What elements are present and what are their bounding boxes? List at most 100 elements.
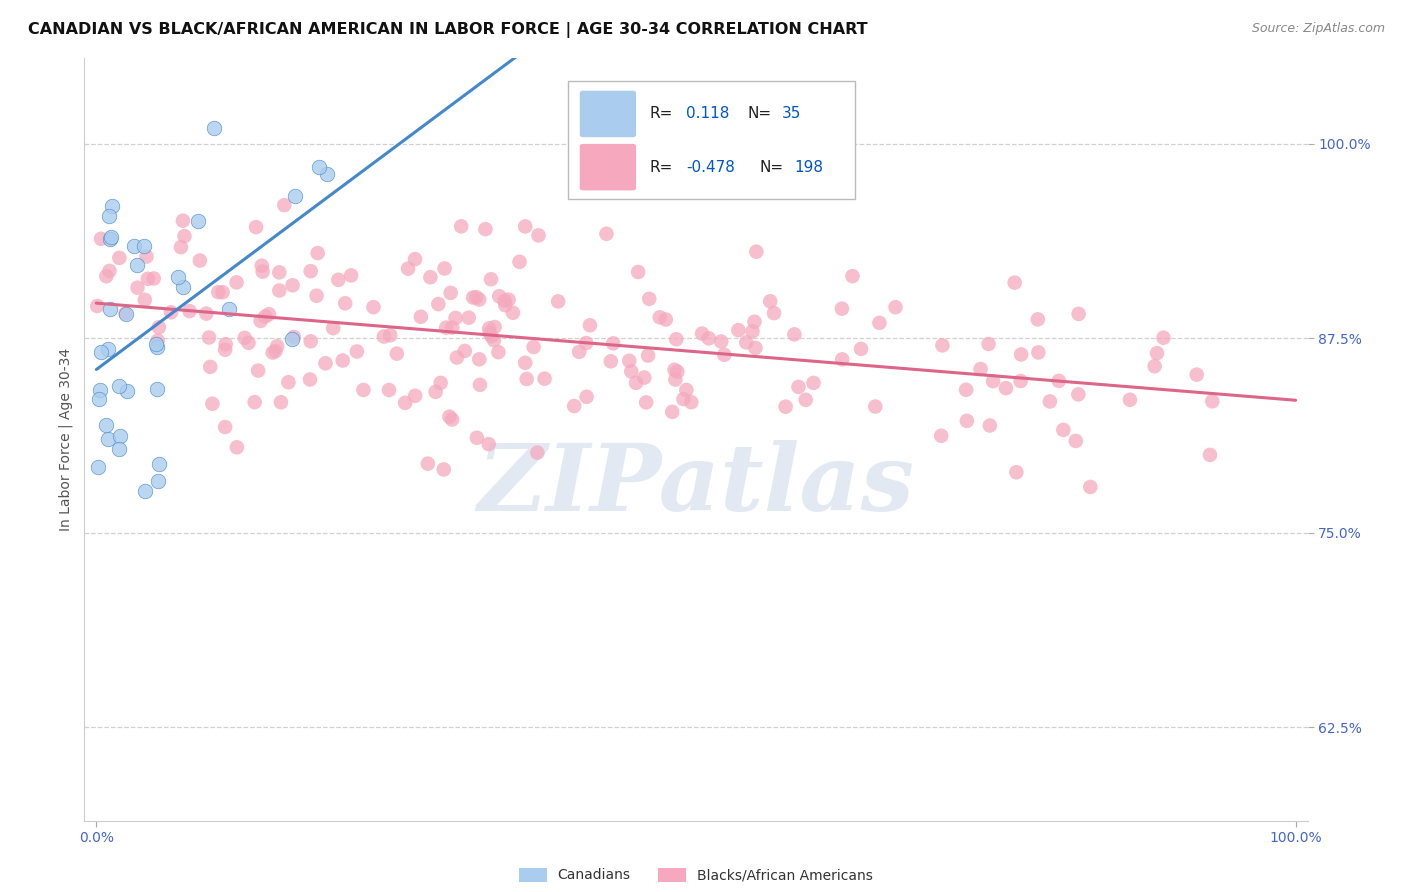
Text: ZIPatlas: ZIPatlas [478,440,914,530]
Point [404,252,426,267]
Point [461,291,484,305]
Point [87,459,110,474]
Text: Source: ZipAtlas.com: Source: ZipAtlas.com [1251,22,1385,36]
Point [96,342,118,356]
Point [494,293,516,308]
Point [385,346,408,360]
Point [254,310,277,324]
Point [468,377,491,392]
Point [211,285,233,300]
Point [803,376,825,390]
Point [575,390,598,404]
Point [207,285,229,299]
Text: 35: 35 [782,106,801,121]
Point [96,433,118,447]
Point [979,418,1001,433]
Point [363,300,385,314]
Point [1005,465,1028,479]
Point [468,352,491,367]
Point [125,258,148,272]
Point [484,320,506,334]
Point [114,306,136,320]
Point [488,289,510,303]
Point [100,230,122,244]
Point [1153,331,1175,345]
Point [655,312,678,326]
Point [1064,434,1087,448]
Point [1146,346,1168,360]
Point [247,363,270,377]
Point [214,343,236,357]
Point [1047,374,1070,388]
Point [214,420,236,434]
Point [277,376,299,390]
Point [328,273,350,287]
Point [299,334,322,349]
Point [101,199,124,213]
Point [787,380,810,394]
Point [478,321,501,335]
Point [135,250,157,264]
Point [620,364,643,378]
Point [579,318,602,333]
Point [547,294,569,309]
Point [215,337,238,351]
Point [744,341,766,355]
Point [252,265,274,279]
Point [759,294,782,309]
Point [134,293,156,307]
FancyBboxPatch shape [568,81,855,199]
Point [710,334,733,349]
Point [977,337,1000,351]
Point [316,167,339,181]
Point [148,320,170,334]
Point [172,279,194,293]
Point [394,396,416,410]
Point [396,261,419,276]
Point [249,314,271,328]
Point [831,301,853,316]
Point [89,392,111,407]
Point [713,348,735,362]
Point [198,330,221,344]
Point [1010,374,1032,388]
Point [1185,368,1208,382]
Point [444,310,467,325]
Point [122,238,145,252]
Point [775,400,797,414]
Point [166,270,188,285]
Point [148,457,170,471]
Point [763,306,786,320]
Point [498,293,520,307]
Point [173,229,195,244]
Point [433,462,456,476]
Point [474,222,496,236]
Point [457,310,479,325]
Point [1119,392,1142,407]
Point [353,383,375,397]
Point [238,335,260,350]
Point [96,417,118,432]
Point [479,272,502,286]
Point [849,342,872,356]
Point [439,409,461,424]
Point [690,326,713,341]
Point [172,213,194,227]
Point [284,189,307,203]
Point [672,392,695,406]
Point [1010,347,1032,361]
Point [108,251,131,265]
Point [624,376,647,390]
Point [1028,345,1050,359]
Point [305,289,328,303]
Text: R=: R= [650,160,673,175]
Point [145,337,167,351]
Point [281,332,304,346]
Point [419,270,441,285]
Y-axis label: In Labor Force | Age 30-34: In Labor Force | Age 30-34 [59,348,73,531]
Point [108,379,131,393]
Point [675,383,697,397]
Point [697,331,720,345]
Text: CANADIAN VS BLACK/AFRICAN AMERICAN IN LABOR FORCE | AGE 30-34 CORRELATION CHART: CANADIAN VS BLACK/AFRICAN AMERICAN IN LA… [28,22,868,38]
FancyBboxPatch shape [579,91,636,137]
